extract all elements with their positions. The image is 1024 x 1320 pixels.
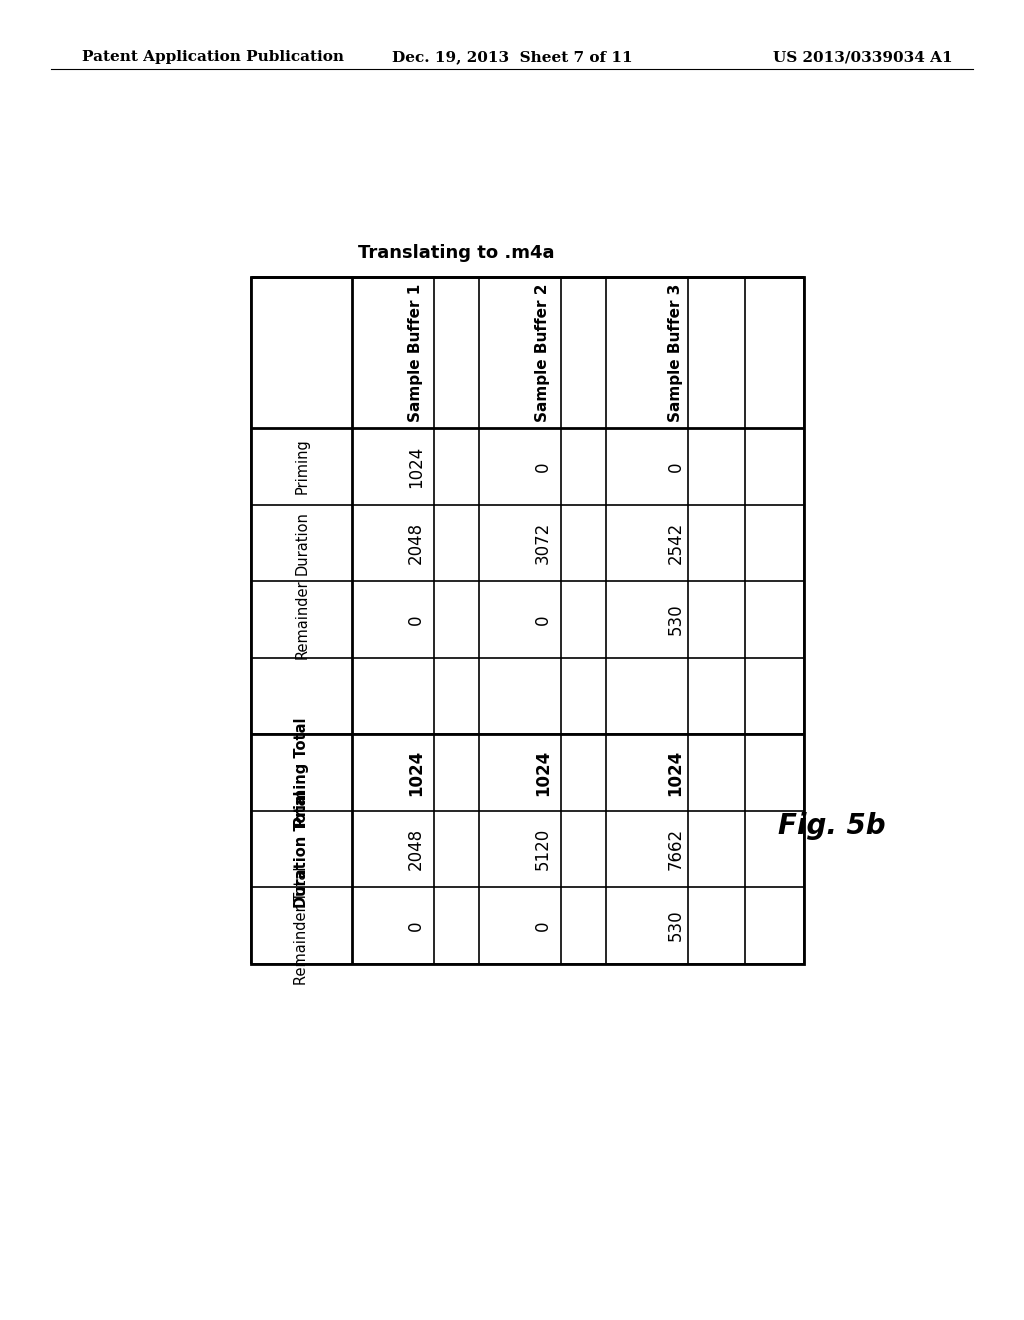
Text: 0: 0	[534, 920, 552, 931]
Text: Priming: Priming	[294, 438, 309, 494]
Text: Priming Total: Priming Total	[294, 718, 309, 828]
Text: Patent Application Publication: Patent Application Publication	[82, 50, 344, 65]
Text: 3072: 3072	[534, 521, 552, 564]
Text: 0: 0	[534, 614, 552, 624]
Text: 1024: 1024	[667, 750, 684, 796]
Text: US 2013/0339034 A1: US 2013/0339034 A1	[773, 50, 952, 65]
Text: 2048: 2048	[407, 521, 425, 564]
Text: Sample Buffer 3: Sample Buffer 3	[668, 284, 683, 422]
Text: 0: 0	[407, 614, 425, 624]
Text: 0: 0	[667, 461, 684, 471]
Text: Remainder Total: Remainder Total	[294, 866, 309, 985]
Text: 530: 530	[667, 909, 684, 941]
Text: 0: 0	[407, 920, 425, 931]
Text: 1024: 1024	[407, 445, 425, 487]
Text: Sample Buffer 2: Sample Buffer 2	[536, 284, 550, 422]
Text: Remainder: Remainder	[294, 579, 309, 659]
Text: 2542: 2542	[667, 521, 684, 564]
Text: 0: 0	[534, 461, 552, 471]
Text: 1024: 1024	[534, 750, 552, 796]
Text: 7662: 7662	[667, 828, 684, 870]
Text: 2048: 2048	[407, 828, 425, 870]
Text: 530: 530	[667, 603, 684, 635]
Text: 5120: 5120	[534, 828, 552, 870]
Text: Sample Buffer 1: Sample Buffer 1	[409, 284, 423, 422]
Text: 1024: 1024	[407, 750, 425, 796]
Text: Dec. 19, 2013  Sheet 7 of 11: Dec. 19, 2013 Sheet 7 of 11	[392, 50, 632, 65]
Text: Translating to .m4a: Translating to .m4a	[358, 244, 555, 263]
Text: Duration: Duration	[294, 511, 309, 576]
Text: Duration Total: Duration Total	[294, 791, 309, 908]
Text: Fig. 5b: Fig. 5b	[778, 812, 886, 840]
